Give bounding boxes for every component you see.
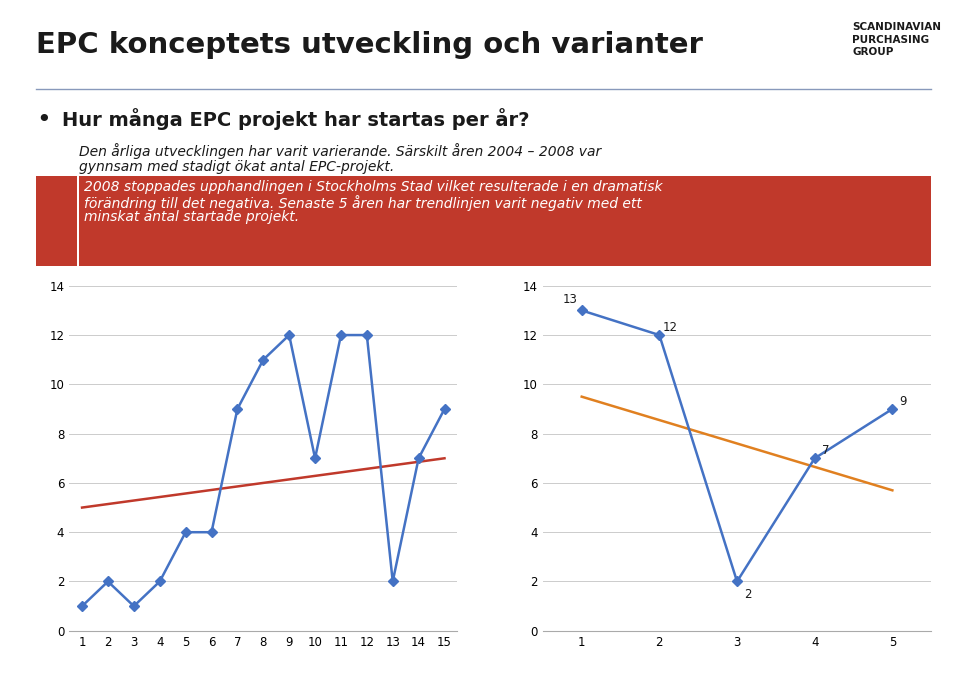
Text: Den årliga utvecklingen har varit varierande. Särskilt åren 2004 – 2008 var: Den årliga utvecklingen har varit varier… bbox=[79, 143, 601, 159]
Text: •: • bbox=[36, 108, 51, 132]
Text: minskat antal startade projekt.: minskat antal startade projekt. bbox=[84, 210, 300, 224]
Text: gynnsam med stadigt ökat antal EPC-projekt.: gynnsam med stadigt ökat antal EPC-proje… bbox=[79, 160, 394, 174]
Text: 7: 7 bbox=[822, 444, 829, 457]
Text: SCANDINAVIAN: SCANDINAVIAN bbox=[852, 22, 942, 32]
Text: 9: 9 bbox=[900, 395, 907, 408]
Text: ⚡: ⚡ bbox=[800, 33, 818, 57]
Text: Hur många EPC projekt har startas per år?: Hur många EPC projekt har startas per år… bbox=[62, 108, 530, 130]
Text: 2: 2 bbox=[744, 588, 752, 602]
Text: PURCHASING: PURCHASING bbox=[852, 35, 929, 45]
Text: förändring till det negativa. Senaste 5 åren har trendlinjen varit negativ med e: förändring till det negativa. Senaste 5 … bbox=[84, 195, 642, 211]
Text: 2008 stoppades upphandlingen i Stockholms Stad vilket resulterade i en dramatisk: 2008 stoppades upphandlingen i Stockholm… bbox=[84, 180, 663, 194]
Text: 2013-03-27: 2013-03-27 bbox=[29, 670, 101, 682]
Text: 12: 12 bbox=[663, 321, 678, 334]
Text: 8: 8 bbox=[924, 670, 931, 682]
Text: GROUP: GROUP bbox=[852, 47, 894, 57]
Text: EPC konceptets utveckling och varianter: EPC konceptets utveckling och varianter bbox=[36, 31, 704, 59]
Text: 13: 13 bbox=[564, 293, 578, 307]
